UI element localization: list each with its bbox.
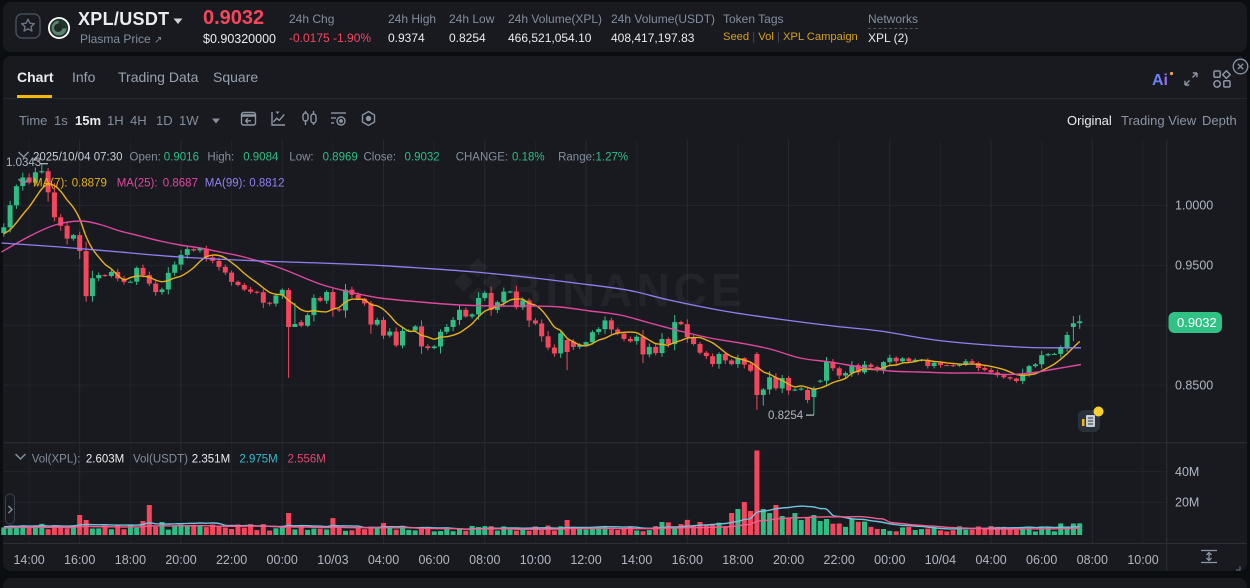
svg-text:06:00: 06:00	[418, 553, 449, 567]
svg-text:06:00: 06:00	[1026, 553, 1057, 567]
svg-text:MA(7):: MA(7):	[33, 178, 68, 190]
svg-text:0.9084: 0.9084	[243, 152, 279, 164]
svg-text:16:00: 16:00	[64, 553, 95, 567]
svg-text:0.8812: 0.8812	[249, 178, 284, 190]
svg-text:0.8879: 0.8879	[72, 178, 107, 190]
svg-text:00:00: 00:00	[874, 553, 905, 567]
svg-text:MA(99):: MA(99):	[205, 178, 246, 190]
svg-text:0.9500: 0.9500	[1175, 259, 1213, 273]
svg-text:10:00: 10:00	[1127, 553, 1158, 567]
svg-text:10:00: 10:00	[520, 553, 551, 567]
svg-text:04:00: 04:00	[368, 553, 399, 567]
svg-text:1.0000: 1.0000	[1175, 199, 1213, 213]
svg-text:0.8687: 0.8687	[163, 178, 198, 190]
svg-text:20M: 20M	[1175, 496, 1199, 510]
svg-text:14:00: 14:00	[621, 553, 652, 567]
svg-text:Vol(XPL):: Vol(XPL):	[32, 454, 81, 466]
svg-text:14:00: 14:00	[13, 553, 44, 567]
svg-text:2.351M: 2.351M	[192, 454, 230, 466]
svg-text:2.603M: 2.603M	[86, 454, 124, 466]
svg-text:10/03: 10/03	[317, 553, 348, 567]
svg-text:Range:: Range:	[558, 152, 595, 164]
svg-text:22:00: 22:00	[824, 553, 855, 567]
svg-text:Low:: Low:	[289, 152, 313, 164]
svg-text:00:00: 00:00	[267, 553, 298, 567]
svg-text:10/04: 10/04	[925, 553, 956, 567]
svg-text:Close:: Close:	[364, 152, 397, 164]
svg-text:0.8500: 0.8500	[1175, 378, 1213, 392]
svg-text:18:00: 18:00	[115, 553, 146, 567]
svg-text:High:: High:	[207, 152, 234, 164]
svg-text:0.18%: 0.18%	[512, 152, 545, 164]
svg-text:0.9032: 0.9032	[1177, 315, 1217, 330]
svg-text:16:00: 16:00	[672, 553, 703, 567]
svg-text:Vol(USDT): Vol(USDT)	[133, 454, 188, 466]
svg-text:12:00: 12:00	[570, 553, 601, 567]
svg-text:MA(25):: MA(25):	[117, 178, 158, 190]
svg-text:20:00: 20:00	[773, 553, 804, 567]
svg-text:0.8254: 0.8254	[768, 410, 804, 422]
svg-text:CHANGE:: CHANGE:	[456, 152, 508, 164]
svg-text:2.556M: 2.556M	[288, 454, 326, 466]
svg-text:20:00: 20:00	[165, 553, 196, 567]
svg-text:22:00: 22:00	[216, 553, 247, 567]
svg-text:0.8969: 0.8969	[323, 152, 358, 164]
svg-text:1.27%: 1.27%	[596, 152, 629, 164]
svg-text:2025/10/04 07:30: 2025/10/04 07:30	[33, 152, 123, 164]
svg-text:0.9032: 0.9032	[405, 152, 440, 164]
svg-text:18:00: 18:00	[722, 553, 753, 567]
svg-text:40M: 40M	[1175, 465, 1199, 479]
svg-text:Open:: Open:	[130, 152, 161, 164]
svg-text:08:00: 08:00	[469, 553, 500, 567]
svg-text:Ai: Ai	[1152, 72, 1168, 89]
svg-text:04:00: 04:00	[975, 553, 1006, 567]
svg-text:2.975M: 2.975M	[239, 454, 277, 466]
svg-text:1.0343: 1.0343	[6, 157, 41, 169]
svg-text:0.9016: 0.9016	[164, 152, 199, 164]
svg-text:08:00: 08:00	[1077, 553, 1108, 567]
